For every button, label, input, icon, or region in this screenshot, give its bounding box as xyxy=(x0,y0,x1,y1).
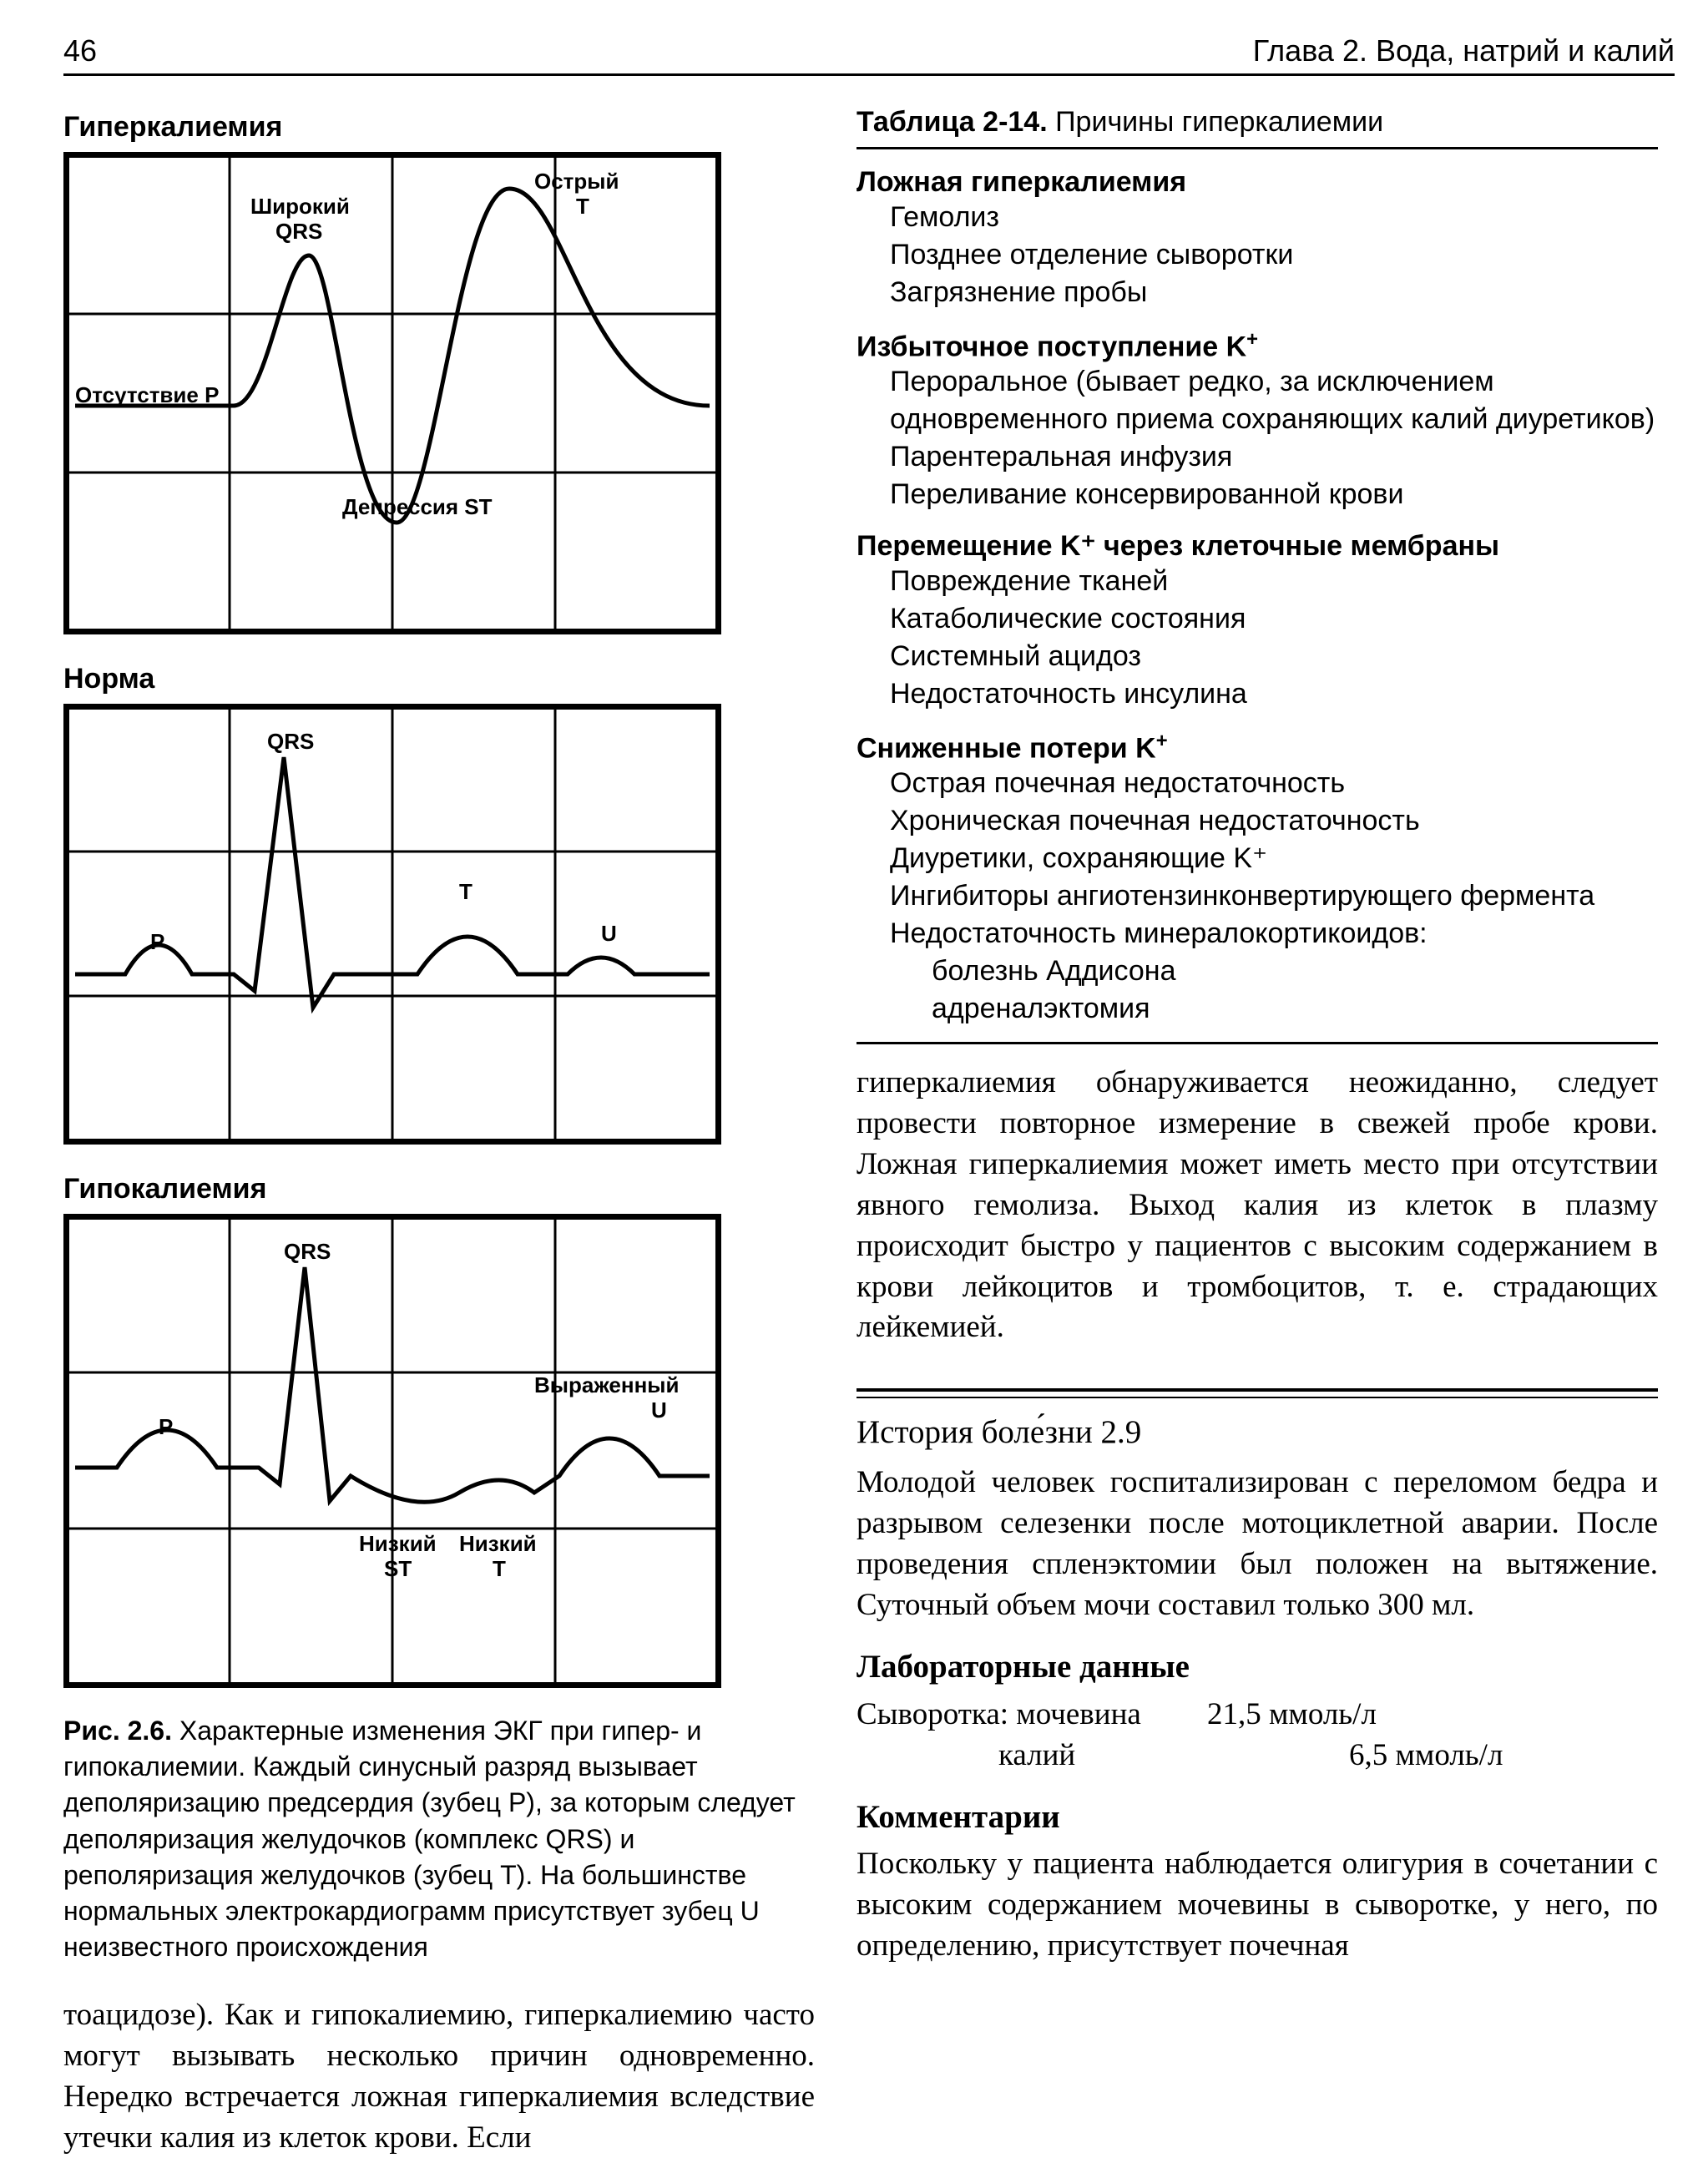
table-g1-2: Загрязнение пробы xyxy=(890,274,1658,311)
table-g4-4: Недостаточность минералокортикоидов: xyxy=(890,915,1658,953)
table-g4-head: Сниженные потери K+ xyxy=(857,730,1658,765)
table-g4-1: Хроническая почечная недостаточность xyxy=(890,802,1658,840)
table-g3-2: Системный ацидоз xyxy=(890,638,1658,675)
ecg-hypo-t-label: Низкий xyxy=(459,1531,537,1556)
table-g2-0: Пероральное (бывает редко, за исключение… xyxy=(890,363,1658,438)
table-g4-3: Ингибиторы ангиотензинконвертирующего фе… xyxy=(890,877,1658,915)
case-separator: История боле́зни 2.9 Молодой человек гос… xyxy=(857,1388,1658,1967)
table-g2-1: Парентеральная инфузия xyxy=(890,438,1658,476)
ecg-hypo-u-label: Выраженный xyxy=(534,1372,679,1397)
left-body-text: тоацидозе). Как и гипокалиемию, гиперкал… xyxy=(63,1995,815,2158)
table-g4-sub-0: болезнь Аддисона xyxy=(932,953,1658,990)
ecg-hypo-diagram: QRS P Выраженный U Низкий ST Низкий T xyxy=(63,1214,721,1688)
table-g3-head: Перемещение K⁺ через клеточные мембраны xyxy=(857,529,1658,563)
ecg-norm-title: Норма xyxy=(63,663,815,695)
ecg-hyper-qrs-label: Широкий xyxy=(250,194,350,219)
figure-caption-text: Характерные изменения ЭКГ при гипер- и г… xyxy=(63,1716,796,1962)
figure-caption: Рис. 2.6. Характерные изменения ЭКГ при … xyxy=(63,1713,815,1965)
ecg-hypo-p-label: P xyxy=(159,1414,173,1439)
left-column: Гиперкалиемия Отсутствие P Широкий QRS О… xyxy=(63,106,815,2159)
ecg-hyper-st-label: Депрессия ST xyxy=(342,494,493,519)
table-g2-head: Избыточное поступление K+ xyxy=(857,328,1658,363)
ecg-hyper-diagram: Отсутствие P Широкий QRS Острый T Депрес… xyxy=(63,152,721,634)
page: 46 Глава 2. Вода, натрий и калий Гиперка… xyxy=(0,0,1708,2163)
svg-text:U: U xyxy=(651,1397,667,1423)
lab-row-1: Сыворотка: мочевина 21,5 ммоль/л xyxy=(857,1694,1658,1736)
ecg-norm-diagram: QRS P T U xyxy=(63,704,721,1145)
lab-row-2: калий 6,5 ммоль/л xyxy=(857,1735,1658,1776)
page-header: 46 Глава 2. Вода, натрий и калий xyxy=(63,33,1675,76)
lab-row-1-value: 21,5 ммоль/л xyxy=(1207,1694,1424,1736)
table-body: Ложная гиперкалиемия Гемолиз Позднее отд… xyxy=(857,166,1658,1027)
svg-text:T: T xyxy=(493,1556,506,1581)
lab-heading: Лабораторные данные xyxy=(857,1648,1658,1685)
table-bottom-rule xyxy=(857,1042,1658,1044)
ecg-norm-t-label: T xyxy=(459,879,472,904)
ecg-hypo-st-label: Низкий xyxy=(359,1531,437,1556)
ecg-norm-qrs-label: QRS xyxy=(267,729,314,754)
table-g3-1: Катаболические состояния xyxy=(890,600,1658,638)
page-number: 46 xyxy=(63,33,97,68)
ecg-hypo-qrs-label: QRS xyxy=(284,1239,331,1264)
ecg-hyper-p-label: Отсутствие P xyxy=(75,382,219,407)
chapter-title: Глава 2. Вода, натрий и калий xyxy=(1253,33,1675,68)
table-g2-2: Переливание консервированной крови xyxy=(890,476,1658,513)
table-g3-0: Повреждение тканей xyxy=(890,563,1658,600)
comments-body: Поскольку у пациента наблюдается олигури… xyxy=(857,1844,1658,1966)
comments-heading: Комментарии xyxy=(857,1798,1658,1836)
table-g4-sub-1: адреналэктомия xyxy=(932,990,1658,1028)
figure-caption-lead: Рис. 2.6. xyxy=(63,1716,172,1746)
ecg-norm-u-label: U xyxy=(601,921,617,946)
case-body: Молодой человек госпитализирован с перел… xyxy=(857,1463,1658,1625)
ecg-norm-p-label: P xyxy=(150,929,164,954)
table-g1-head: Ложная гиперкалиемия xyxy=(857,166,1658,199)
ecg-hyper-title: Гиперкалиемия xyxy=(63,111,815,144)
table-g4-2: Диуретики, сохраняющие K⁺ xyxy=(890,840,1658,877)
right-column: Таблица 2-14. Причины гиперкалиемии Ложн… xyxy=(857,106,1658,2159)
lab-row-2-value: 6,5 ммоль/л xyxy=(1349,1735,1566,1776)
table-g4-0: Острая почечная недостаточность xyxy=(890,765,1658,802)
table-title-lead: Таблица 2-14. xyxy=(857,106,1048,138)
right-body-text: гиперкалиемия обнаруживается неожиданно,… xyxy=(857,1063,1658,1348)
lab-row-1-label: Сыворотка: мочевина xyxy=(857,1694,1207,1736)
case-title: История боле́зни 2.9 xyxy=(857,1413,1658,1451)
table-g1-1: Позднее отделение сыворотки xyxy=(890,236,1658,274)
ecg-hypo-title: Гипокалиемия xyxy=(63,1173,815,1205)
ecg-hyper-t-label: Острый xyxy=(534,169,619,194)
lab-row-2-label: калий xyxy=(857,1735,1349,1776)
table-g1-0: Гемолиз xyxy=(890,199,1658,236)
table-title: Таблица 2-14. Причины гиперкалиемии xyxy=(857,106,1658,149)
svg-text:QRS: QRS xyxy=(275,219,322,244)
svg-text:T: T xyxy=(576,194,589,219)
table-title-rest: Причины гиперкалиемии xyxy=(1048,106,1383,138)
svg-text:ST: ST xyxy=(384,1556,412,1581)
table-g3-3: Недостаточность инсулина xyxy=(890,675,1658,713)
